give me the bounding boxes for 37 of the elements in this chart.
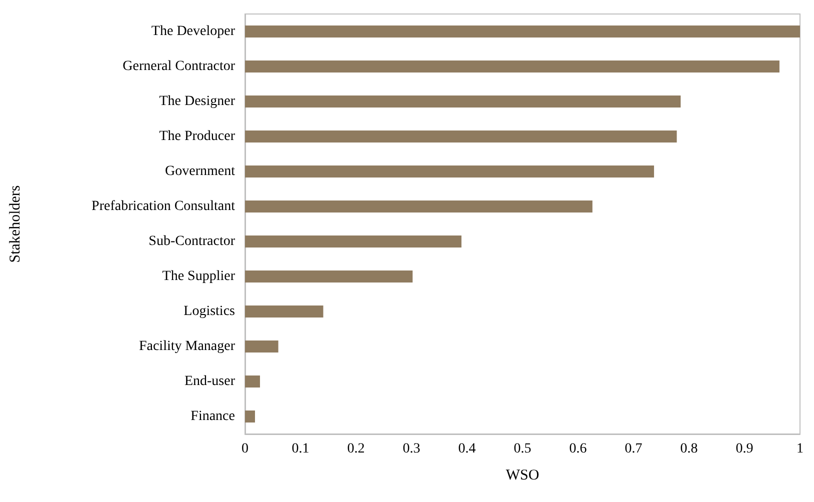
- x-tick-label: 0.5: [514, 442, 532, 456]
- bar: [245, 306, 324, 318]
- y-tick-label: Prefabrication Consultant: [92, 199, 236, 214]
- x-tick-label: 0: [242, 442, 248, 456]
- y-tick-label: The Designer: [159, 94, 236, 109]
- bar: [245, 410, 255, 422]
- bar: [245, 26, 800, 38]
- x-tick-label: 1: [796, 442, 804, 456]
- bar: [245, 270, 413, 282]
- bar: [245, 130, 677, 142]
- x-tick-label: 0.9: [736, 442, 754, 456]
- y-tick-label: Facility Manager: [138, 339, 236, 354]
- y-tick-label: The Supplier: [162, 269, 236, 284]
- bar: [245, 166, 654, 178]
- bar: [245, 96, 681, 108]
- y-tick-label: Logistics: [184, 304, 235, 319]
- y-tick-label: Finance: [190, 409, 235, 424]
- y-tick-label: The Developer: [151, 24, 236, 39]
- bar: [245, 340, 278, 352]
- x-tick-label: 0.2: [347, 442, 365, 456]
- y-tick-label: Government: [165, 164, 236, 179]
- x-tick-label: 0.3: [402, 442, 420, 456]
- y-axis-title: Stakeholders: [8, 185, 24, 263]
- x-tick-label: 0.4: [458, 442, 476, 456]
- x-tick-label: 0.1: [292, 442, 310, 456]
- bar: [245, 60, 780, 72]
- x-tick-label: 0.7: [624, 442, 642, 456]
- x-tick-label: 0.8: [680, 442, 698, 456]
- y-tick-label: Sub-Contractor: [148, 234, 236, 249]
- x-axis-title: WSO: [506, 468, 540, 484]
- bar: [245, 236, 462, 248]
- y-tick-label: End-user: [184, 374, 236, 389]
- bar: [245, 376, 260, 388]
- bar: [245, 200, 592, 212]
- y-tick-label: The Producer: [159, 129, 236, 144]
- x-tick-label: 0.6: [569, 442, 587, 456]
- y-tick-label: Gerneral Contractor: [122, 59, 236, 74]
